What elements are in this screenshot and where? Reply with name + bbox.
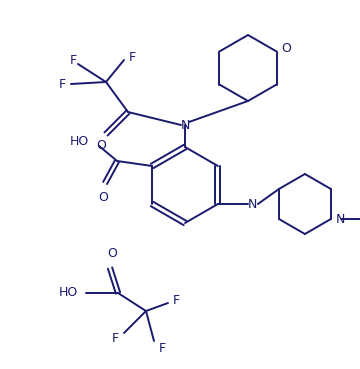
- Text: O: O: [96, 139, 106, 152]
- Text: N: N: [248, 197, 258, 210]
- Text: HO: HO: [70, 134, 89, 148]
- Text: HO: HO: [59, 286, 78, 300]
- Text: F: F: [69, 54, 77, 66]
- Text: O: O: [107, 247, 117, 260]
- Text: O: O: [98, 191, 108, 204]
- Text: F: F: [173, 293, 180, 307]
- Text: F: F: [159, 342, 166, 355]
- Text: O: O: [282, 42, 292, 55]
- Text: N: N: [180, 118, 190, 131]
- Text: F: F: [59, 77, 66, 90]
- Text: F: F: [112, 331, 119, 345]
- Text: N: N: [336, 213, 345, 225]
- Text: F: F: [129, 51, 136, 63]
